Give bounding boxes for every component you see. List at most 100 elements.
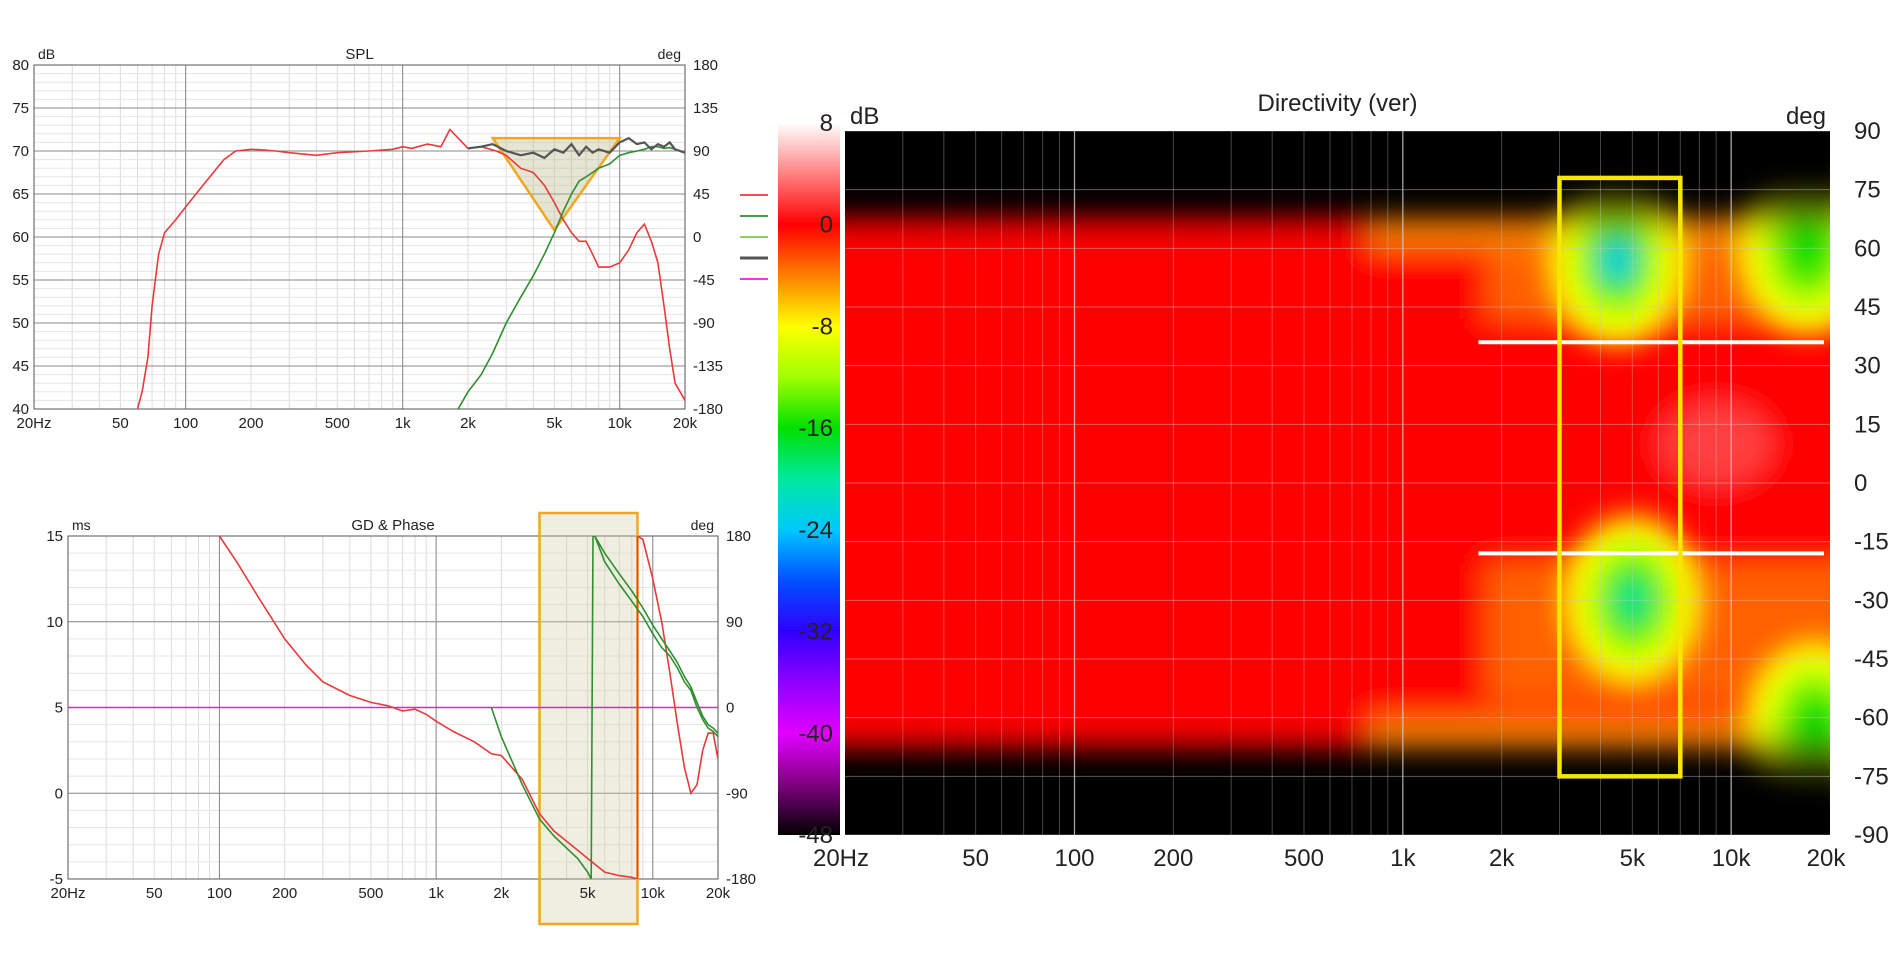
x-tick-label: 5k <box>546 415 562 432</box>
colorbar-tick-label: -48 <box>798 822 833 849</box>
x-tick-label: 500 <box>358 885 383 902</box>
x-tick-label: 20k <box>706 885 731 902</box>
x-tick-label: 500 <box>1284 845 1324 872</box>
y-right-tick-label: -45 <box>693 272 715 289</box>
series-line-2 <box>467 136 685 160</box>
y-tick-label: -5 <box>50 871 63 888</box>
y-tick-label: 75 <box>12 100 29 117</box>
x-tick-label: 2k <box>1489 845 1515 872</box>
highlight-band <box>538 511 639 926</box>
y-tick-label: 50 <box>12 315 29 332</box>
x-tick-label: 50 <box>146 885 163 902</box>
y-tick-label: 30 <box>1854 353 1881 380</box>
heatmap-grid <box>845 131 1830 835</box>
x-tick-label: 1k <box>428 885 444 902</box>
heatmap-hot-spots <box>1547 163 1830 811</box>
x-tick-label: 10k <box>1712 845 1752 872</box>
x-tick-label: 200 <box>238 415 263 432</box>
y-tick-label: 15 <box>46 528 63 545</box>
x-tick-label: 2k <box>460 415 476 432</box>
top-fade <box>845 131 1830 210</box>
colorbar-tick-label: -16 <box>798 415 833 442</box>
hot-spot-core-1 <box>1618 580 1647 621</box>
y-tick-label: -45 <box>1854 646 1889 673</box>
y-right-tick-label: -180 <box>726 871 756 888</box>
y-right-tick-label: 0 <box>693 229 701 246</box>
heatmap-field <box>845 131 1830 835</box>
x-tick-label: 100 <box>173 415 198 432</box>
y-right-tick-label: -135 <box>693 358 723 375</box>
x-tick-label: 1k <box>395 415 411 432</box>
y-tick-label: -75 <box>1854 763 1889 790</box>
grid <box>33 64 686 410</box>
chart-title: Directivity (ver) <box>1258 90 1418 117</box>
y-axis-unit-left: dB <box>38 46 55 62</box>
chart-title: GD & Phase <box>351 517 434 534</box>
x-tick-label: 20Hz <box>813 845 869 872</box>
y-tick-label: 60 <box>1854 235 1881 262</box>
x-tick-label: 10k <box>608 415 633 432</box>
hot-spot-core-2 <box>1792 228 1821 269</box>
y-tick-label: 10 <box>46 614 63 631</box>
y-right-tick-label: 90 <box>726 614 743 631</box>
y-axis-unit-left: ms <box>72 517 91 533</box>
y-tick-label: 55 <box>12 272 29 289</box>
y-right-tick-label: 90 <box>693 143 710 160</box>
series-line-3 <box>594 536 718 734</box>
heatmap-fade <box>845 131 1830 835</box>
y-tick-label: 0 <box>1854 470 1867 497</box>
x-tick-label: 1k <box>1390 845 1416 872</box>
y-tick-label: -60 <box>1854 705 1889 732</box>
y-tick-label: 90 <box>1854 118 1881 145</box>
colorbar-tick-label: -32 <box>798 619 833 646</box>
x-tick-label: 20Hz <box>50 885 85 902</box>
y-right-tick-label: 180 <box>726 528 751 545</box>
x-tick-label: 200 <box>272 885 297 902</box>
y-axis-unit-right: deg <box>1786 103 1826 130</box>
series-line-2 <box>490 536 718 879</box>
y-axis-unit-right: deg <box>658 46 681 62</box>
chart-title: SPL <box>345 46 373 63</box>
y-tick-label: 0 <box>55 785 63 802</box>
y-right-tick-label: -90 <box>693 315 715 332</box>
x-tick-label: 20k <box>673 415 698 432</box>
x-tick-label: 50 <box>112 415 129 432</box>
y-right-tick-label: 135 <box>693 100 718 117</box>
x-tick-label: 100 <box>1054 845 1094 872</box>
highlight-triangle <box>490 136 623 233</box>
y-tick-label: 5 <box>55 700 63 717</box>
y-right-tick-label: 45 <box>693 186 710 203</box>
x-tick-label: 20Hz <box>16 415 51 432</box>
y-tick-label: 15 <box>1854 411 1881 438</box>
bottom-fade <box>845 756 1830 835</box>
plot-frame <box>33 64 686 410</box>
colorbar-tick-label: -24 <box>798 517 833 544</box>
x-tick-label: 5k <box>580 885 596 902</box>
y-tick-label: -15 <box>1854 529 1889 556</box>
hot-spot-core-3 <box>1800 705 1829 746</box>
y-right-tick-label: -180 <box>693 401 723 418</box>
x-tick-label: 10k <box>641 885 666 902</box>
colorbar-unit: dB <box>850 103 879 130</box>
y-tick-label: 75 <box>1854 177 1881 204</box>
y-right-tick-label: -90 <box>726 785 748 802</box>
colorbar-tick-label: 8 <box>820 110 833 137</box>
y-right-tick-label: 0 <box>726 700 734 717</box>
series-line-0 <box>136 128 685 409</box>
y-tick-label: 65 <box>12 186 29 203</box>
x-tick-label: 100 <box>207 885 232 902</box>
y-tick-label: 40 <box>12 401 29 418</box>
hot-spot-core-0 <box>1603 240 1632 281</box>
colorbar-tick-label: 0 <box>820 212 833 239</box>
x-tick-label: 200 <box>1153 845 1193 872</box>
colorbar-tick-label: -8 <box>812 313 833 340</box>
colorbar-tick-label: -40 <box>798 720 833 747</box>
y-tick-label: 70 <box>12 143 29 160</box>
series-line-1 <box>218 536 718 879</box>
colorbar <box>778 123 840 835</box>
y-tick-label: 60 <box>12 229 29 246</box>
x-tick-label: 5k <box>1620 845 1646 872</box>
